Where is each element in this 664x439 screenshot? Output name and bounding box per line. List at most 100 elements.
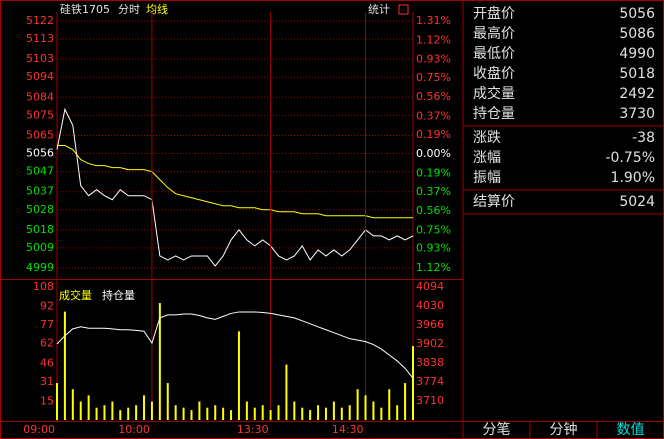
y2-tick-label: 0.56% — [416, 204, 451, 217]
volume-bar — [190, 410, 193, 420]
volume-bar — [309, 410, 312, 420]
series-line — [56, 311, 414, 379]
series-line — [56, 107, 414, 267]
y2-tick-label: 3710 — [416, 394, 444, 407]
info-label: 开盘价 — [473, 5, 515, 22]
volume-bar — [340, 407, 343, 420]
info-label: 振幅 — [473, 170, 501, 186]
info-value: 5024 — [619, 194, 655, 210]
info-value: 2492 — [619, 86, 655, 102]
y2-tick-label: 3774 — [416, 375, 444, 388]
volume-bar — [356, 389, 359, 420]
info-label: 成交量 — [473, 85, 515, 102]
y2-tick-label: 4094 — [416, 280, 444, 293]
volume-bar — [380, 407, 383, 420]
y2-tick-label: 0.75% — [416, 71, 451, 84]
volume-bar — [277, 405, 280, 420]
y-tick-label: 62 — [40, 337, 54, 350]
y-tick-label: 77 — [40, 318, 54, 331]
y-tick-label: 5009 — [26, 241, 54, 254]
y2-tick-label: 1.12% — [416, 261, 451, 274]
info-label: 涨跌 — [473, 130, 501, 146]
y-tick-label: 5122 — [26, 14, 54, 27]
volume-bar — [174, 405, 177, 420]
volume-bar — [127, 407, 130, 420]
info-value: 3730 — [619, 106, 655, 122]
y2-tick-label: 0.19% — [416, 128, 451, 141]
info-value: 1.90% — [611, 170, 655, 186]
y-tick-label: 5047 — [26, 165, 54, 178]
volume-bar — [237, 331, 240, 420]
volume-bar — [364, 395, 367, 420]
y2-tick-label: 0.37% — [416, 110, 451, 123]
x-tick-label: 10:00 — [118, 423, 150, 436]
info-label: 结算价 — [473, 194, 515, 210]
y-tick-label: 31 — [40, 375, 54, 388]
chart-title: 硅铁1705 — [60, 3, 110, 16]
legend-entry: 均线 — [146, 2, 168, 16]
stats-button[interactable]: 统计 — [368, 3, 390, 16]
volume-bar — [63, 311, 66, 420]
legend-entry: 成交量 — [59, 288, 92, 302]
volume-bar — [135, 405, 138, 420]
y2-tick-label: 0.37% — [416, 185, 451, 198]
y2-tick-label: 0.75% — [416, 223, 451, 236]
y-tick-label: 5094 — [26, 70, 54, 83]
y-tick-label: 15 — [40, 395, 54, 408]
y2-tick-label: 1.31% — [416, 14, 451, 27]
y-tick-label: 92 — [40, 300, 54, 313]
volume-bar — [317, 405, 320, 420]
y2-tick-label: 3902 — [416, 337, 444, 350]
info-value: 5018 — [619, 66, 655, 82]
y-tick-label: 46 — [40, 356, 54, 369]
volume-bar — [348, 405, 351, 420]
y-tick-label: 5084 — [26, 90, 54, 103]
close-icon[interactable] — [398, 4, 409, 15]
volume-bar — [332, 401, 335, 420]
volume-bar — [166, 383, 169, 420]
volume-bar — [87, 395, 90, 420]
volume-bar — [261, 405, 264, 420]
volume-bar — [119, 410, 122, 420]
y-tick-label: 5065 — [26, 128, 54, 141]
chart-subtitle: 分时 — [118, 3, 140, 16]
volume-bar — [285, 364, 288, 420]
y-tick-label: 5037 — [26, 185, 54, 198]
volume-bar — [103, 405, 106, 420]
volume-bar — [253, 407, 256, 420]
volume-bar — [324, 407, 327, 420]
tab[interactable]: 数值 — [617, 422, 645, 438]
y2-tick-label: 3966 — [416, 318, 444, 331]
volume-bar — [222, 407, 225, 420]
y2-tick-label: 0.19% — [416, 166, 451, 179]
tab[interactable]: 分笔 — [483, 422, 511, 438]
info-value: -38 — [632, 130, 655, 146]
volume-bar — [198, 401, 201, 420]
volume-bar — [214, 405, 217, 420]
volume-bar — [56, 383, 58, 420]
y2-tick-label: 1.12% — [416, 33, 451, 46]
y-tick-label: 5103 — [26, 52, 54, 65]
y2-tick-label: 0.93% — [416, 53, 451, 66]
volume-bar — [372, 401, 375, 420]
x-tick-label: 09:00 — [23, 423, 55, 436]
legend-entry: 持仓量 — [102, 288, 135, 302]
tab[interactable]: 分钟 — [550, 421, 578, 438]
volume-bar — [230, 410, 233, 420]
volume-bar — [95, 407, 98, 420]
y-tick-label: 5075 — [26, 108, 54, 121]
volume-bar — [269, 410, 272, 420]
volume-bar — [143, 395, 146, 420]
y-tick-label: 108 — [33, 280, 54, 293]
info-label: 收盘价 — [473, 65, 515, 82]
x-tick-label: 13:30 — [237, 423, 269, 436]
volume-bar — [182, 407, 185, 420]
info-value: 5056 — [619, 6, 655, 22]
volume-bar — [388, 389, 391, 420]
series-line — [57, 145, 413, 219]
info-label: 最高价 — [473, 25, 515, 42]
y2-tick-label: 0.93% — [416, 242, 451, 255]
info-value: 4990 — [619, 46, 655, 62]
